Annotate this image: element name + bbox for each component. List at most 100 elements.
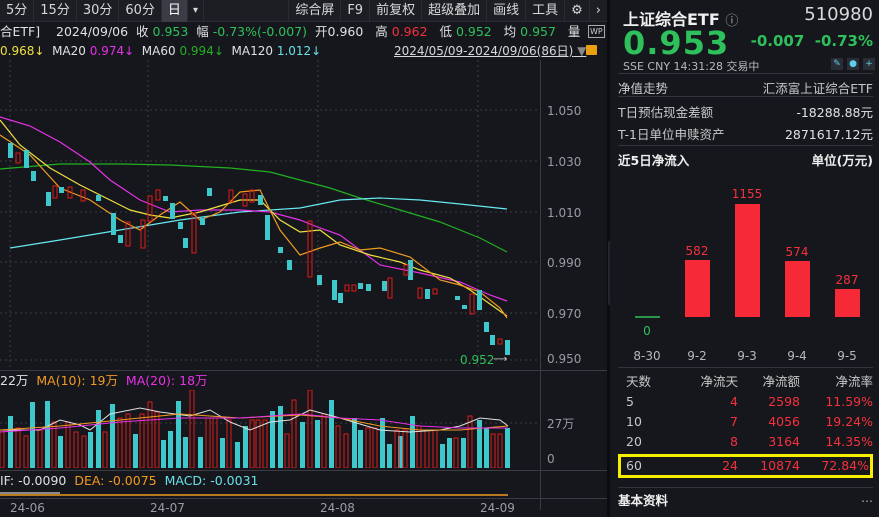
cell: 2598 [768, 394, 800, 409]
forward-adjust-button[interactable]: 前复权 [370, 0, 423, 22]
toolbar-spacer [204, 0, 290, 21]
kline-panel: 5分 15分 30分 60分 日 ▾ 综合屏 F9 前复权 超级叠加 画线 工具… [0, 0, 607, 517]
table-row: 20 8 3164 14.35% [618, 432, 873, 452]
t1-asset-row: T-1日单位申赎资产 2871617.12元 [618, 124, 873, 143]
ma20-label: MA20 [52, 44, 86, 58]
change-value: -0.73%(-0.007) [212, 24, 308, 39]
security-code: 510980 [804, 4, 873, 25]
nav-label: 净值走势 [618, 81, 669, 96]
composite-screen-button[interactable]: 综合屏 [289, 0, 342, 22]
vol-ma10-label: MA(10): [36, 373, 86, 388]
wp-icon[interactable]: WP [588, 25, 605, 38]
close-label: 收 [136, 24, 149, 39]
change-label: 幅 [196, 24, 209, 39]
svg-text:287: 287 [836, 273, 859, 287]
vol-ma20-label: MA(20): [125, 373, 176, 388]
cell: 10874 [760, 458, 800, 473]
avg-value: 0.957 [520, 24, 556, 39]
draw-line-button[interactable]: 画线 [487, 0, 527, 22]
period-15min[interactable]: 15分 [34, 0, 77, 22]
f9-button[interactable]: F9 [341, 0, 371, 22]
volume-axis-label: 27万 [547, 417, 575, 431]
svg-text:9-4: 9-4 [787, 349, 807, 363]
period-5min[interactable]: 5分 [0, 0, 35, 22]
add-icon[interactable]: + [863, 58, 875, 70]
cell: 60 [626, 458, 642, 473]
cell: 14.35% [825, 434, 873, 449]
t1-label: T-1日单位申赎资产 [618, 127, 725, 142]
date-range-selector[interactable]: 2024/05/09-2024/09/06(86日) ▼ [394, 44, 587, 58]
security-name: 合ETF] [0, 24, 41, 39]
dea-value: -0.0075 [108, 473, 157, 488]
nav-trend-row[interactable]: 净值走势 汇添富上证综合ETF [618, 78, 873, 97]
ma20-value: 0.974↓ [89, 44, 135, 58]
period-60min[interactable]: 60分 [119, 0, 162, 22]
current-price: 0.953 [623, 24, 730, 62]
volume-label: 量 [567, 24, 581, 39]
macd-label: MACD: [164, 473, 207, 488]
axis-label: 0.970 [547, 307, 582, 321]
gear-icon[interactable]: ⚙ [565, 0, 590, 22]
tools-button[interactable]: 工具 [526, 0, 566, 22]
ma10-value: 0.968↓ [0, 44, 45, 58]
low-value: 0.952 [455, 24, 492, 39]
ma120-label: MA120 [231, 44, 273, 58]
basic-info-header[interactable]: 基本资料 ... [618, 490, 873, 509]
cell: 20 [626, 434, 642, 449]
high-value: 0.962 [391, 24, 428, 39]
svg-text:⟶: ⟶ [493, 354, 507, 365]
t-cash-label: T日预估现金差额 [618, 105, 714, 120]
time-axis: 24-06 24-07 24-08 24-09 [0, 498, 607, 517]
cell: 11.59% [825, 394, 873, 409]
cell: 7 [730, 414, 738, 429]
axis-label: 1.030 [547, 155, 582, 169]
cell: 24 [722, 458, 738, 473]
svg-text:8-30: 8-30 [633, 349, 660, 363]
ma60-label: MA60 [141, 44, 176, 58]
volume-chart[interactable] [0, 390, 540, 468]
svg-text:9-2: 9-2 [687, 349, 707, 363]
super-overlay-button[interactable]: 超级叠加 [422, 0, 488, 22]
divider [618, 96, 873, 97]
svg-text:1155: 1155 [732, 187, 763, 201]
chart-toolbar: 5分 15分 30分 60分 日 ▾ 综合屏 F9 前复权 超级叠加 画线 工具… [0, 0, 607, 22]
ma60-value: 0.994↓ [179, 44, 224, 58]
quote-side-panel: 上证综合ETF ⓘ 510980 0.953 -0.007 -0.73% SSE… [610, 0, 879, 517]
info-icon[interactable]: ⓘ [725, 14, 739, 29]
open-value: 0.960 [327, 24, 364, 39]
fund-name: 汇添富上证综合ETF [762, 81, 873, 96]
table-row: 5 4 2598 11.59% [618, 392, 873, 412]
edit-icon[interactable]: ✎ [831, 58, 843, 70]
t-cash-value: -18288.88元 [796, 105, 873, 120]
divider [618, 487, 873, 488]
dif-value: -0.0090 [18, 473, 67, 488]
t-cash-row: T日预估现金差额 -18288.88元 [618, 102, 873, 121]
bell-icon[interactable]: ● [847, 58, 859, 70]
period-dropdown-icon[interactable]: ▾ [188, 0, 204, 22]
volume-axis-label: 0 [547, 452, 555, 466]
axis-label: 1.010 [547, 206, 582, 220]
period-30min[interactable]: 30分 [77, 0, 120, 22]
vol-ma20-value: 18万 [179, 373, 208, 388]
ma-info-row: 0.968↓ MA20 0.974↓ MA60 0.994↓ MA120 1.0… [0, 42, 607, 60]
table-row-highlighted: 60 24 10874 72.84% [618, 454, 873, 478]
time-label: 24-07 [150, 501, 185, 515]
lock-icon[interactable] [586, 45, 597, 55]
divider [618, 73, 873, 74]
candlestick-chart[interactable]: 0.952 ⟶ [0, 60, 540, 370]
net-flow-bar-chart[interactable]: 0 582 1155 574 287 8-30 9-2 9-3 9-4 9-5 [618, 180, 873, 365]
cell: 4 [730, 394, 738, 409]
price-axis: 1.050 1.030 1.010 0.990 0.970 0.950 27万 … [540, 60, 607, 510]
chevron-right-icon[interactable]: › [595, 3, 601, 18]
header-flow-rate: 净流率 [835, 374, 873, 389]
macd-chart[interactable] [0, 490, 540, 498]
time-label: 24-09 [480, 501, 515, 515]
period-daily[interactable]: 日 [161, 0, 188, 22]
header-days: 天数 [626, 374, 652, 389]
open-label: 开 [315, 24, 328, 39]
avg-label: 均 [503, 24, 517, 39]
more-button[interactable]: ... [861, 490, 873, 505]
market-meta: SSE CNY 14:31:28 交易中 [623, 60, 760, 73]
flow-header: 近5日净流入 单位(万元) [618, 150, 873, 169]
flow-title: 近5日净流入 [618, 153, 690, 168]
